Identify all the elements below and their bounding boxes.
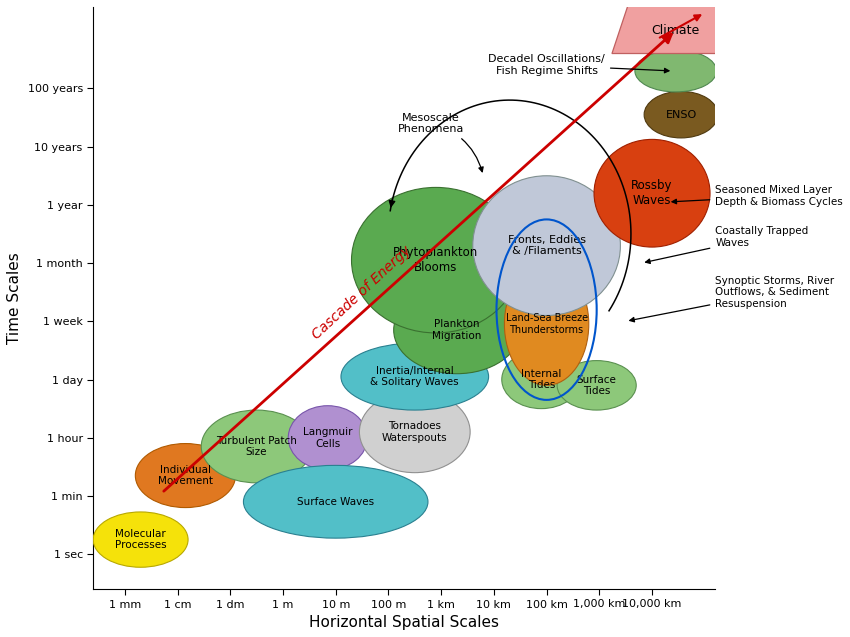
Ellipse shape <box>341 343 489 410</box>
Ellipse shape <box>394 287 520 374</box>
Ellipse shape <box>135 443 235 508</box>
Text: Climate: Climate <box>652 24 700 37</box>
Ellipse shape <box>635 50 717 92</box>
Text: Rossby
Waves: Rossby Waves <box>632 179 673 207</box>
Text: Inertia/Internal
& Solitary Waves: Inertia/Internal & Solitary Waves <box>371 366 459 387</box>
Text: Surface Waves: Surface Waves <box>298 497 374 507</box>
Text: Plankton
Migration: Plankton Migration <box>433 319 482 341</box>
Text: Phytoplankton
Blooms: Phytoplankton Blooms <box>394 246 479 274</box>
X-axis label: Horizontal Spatial Scales: Horizontal Spatial Scales <box>309 615 499 630</box>
Ellipse shape <box>360 391 470 473</box>
Text: Fronts, Eddies
& /Filaments: Fronts, Eddies & /Filaments <box>507 235 586 257</box>
Text: Mesoscale
Phenomena: Mesoscale Phenomena <box>398 113 483 172</box>
Ellipse shape <box>644 91 718 138</box>
Text: Land-Sea Breeze
Thunderstorms: Land-Sea Breeze Thunderstorms <box>506 313 587 335</box>
Text: ENSO: ENSO <box>666 110 697 120</box>
Text: Internal
Tides: Internal Tides <box>521 369 562 390</box>
Ellipse shape <box>594 140 710 247</box>
Text: Coastally Trapped
Waves: Coastally Trapped Waves <box>645 226 808 264</box>
Text: Turbulent Patch
Size: Turbulent Patch Size <box>216 436 297 457</box>
Text: Langmuir
Cells: Langmuir Cells <box>303 427 353 448</box>
Text: Synoptic Storms, River
Outflows, & Sediment
Resuspension: Synoptic Storms, River Outflows, & Sedim… <box>630 276 835 322</box>
Text: Seasoned Mixed Layer
Depth & Biomass Cycles: Seasoned Mixed Layer Depth & Biomass Cyc… <box>672 185 843 207</box>
Text: Surface
Tides: Surface Tides <box>577 375 616 396</box>
Text: Decadel Oscillations/
Fish Regime Shifts: Decadel Oscillations/ Fish Regime Shifts <box>488 54 669 76</box>
Y-axis label: Time Scales: Time Scales <box>7 252 22 344</box>
Ellipse shape <box>504 263 589 385</box>
Text: Molecular
Processes: Molecular Processes <box>115 529 167 550</box>
Text: Tornadoes
Waterspouts: Tornadoes Waterspouts <box>382 421 448 443</box>
Ellipse shape <box>243 466 428 538</box>
Text: Individual
Movement: Individual Movement <box>158 465 213 487</box>
Ellipse shape <box>352 187 520 333</box>
Ellipse shape <box>502 350 581 408</box>
Polygon shape <box>612 1 740 54</box>
Text: Cascade of Energy: Cascade of Energy <box>310 243 414 341</box>
Ellipse shape <box>557 361 636 410</box>
Ellipse shape <box>288 406 367 469</box>
Ellipse shape <box>201 410 312 483</box>
Ellipse shape <box>473 176 620 315</box>
Ellipse shape <box>94 512 188 568</box>
